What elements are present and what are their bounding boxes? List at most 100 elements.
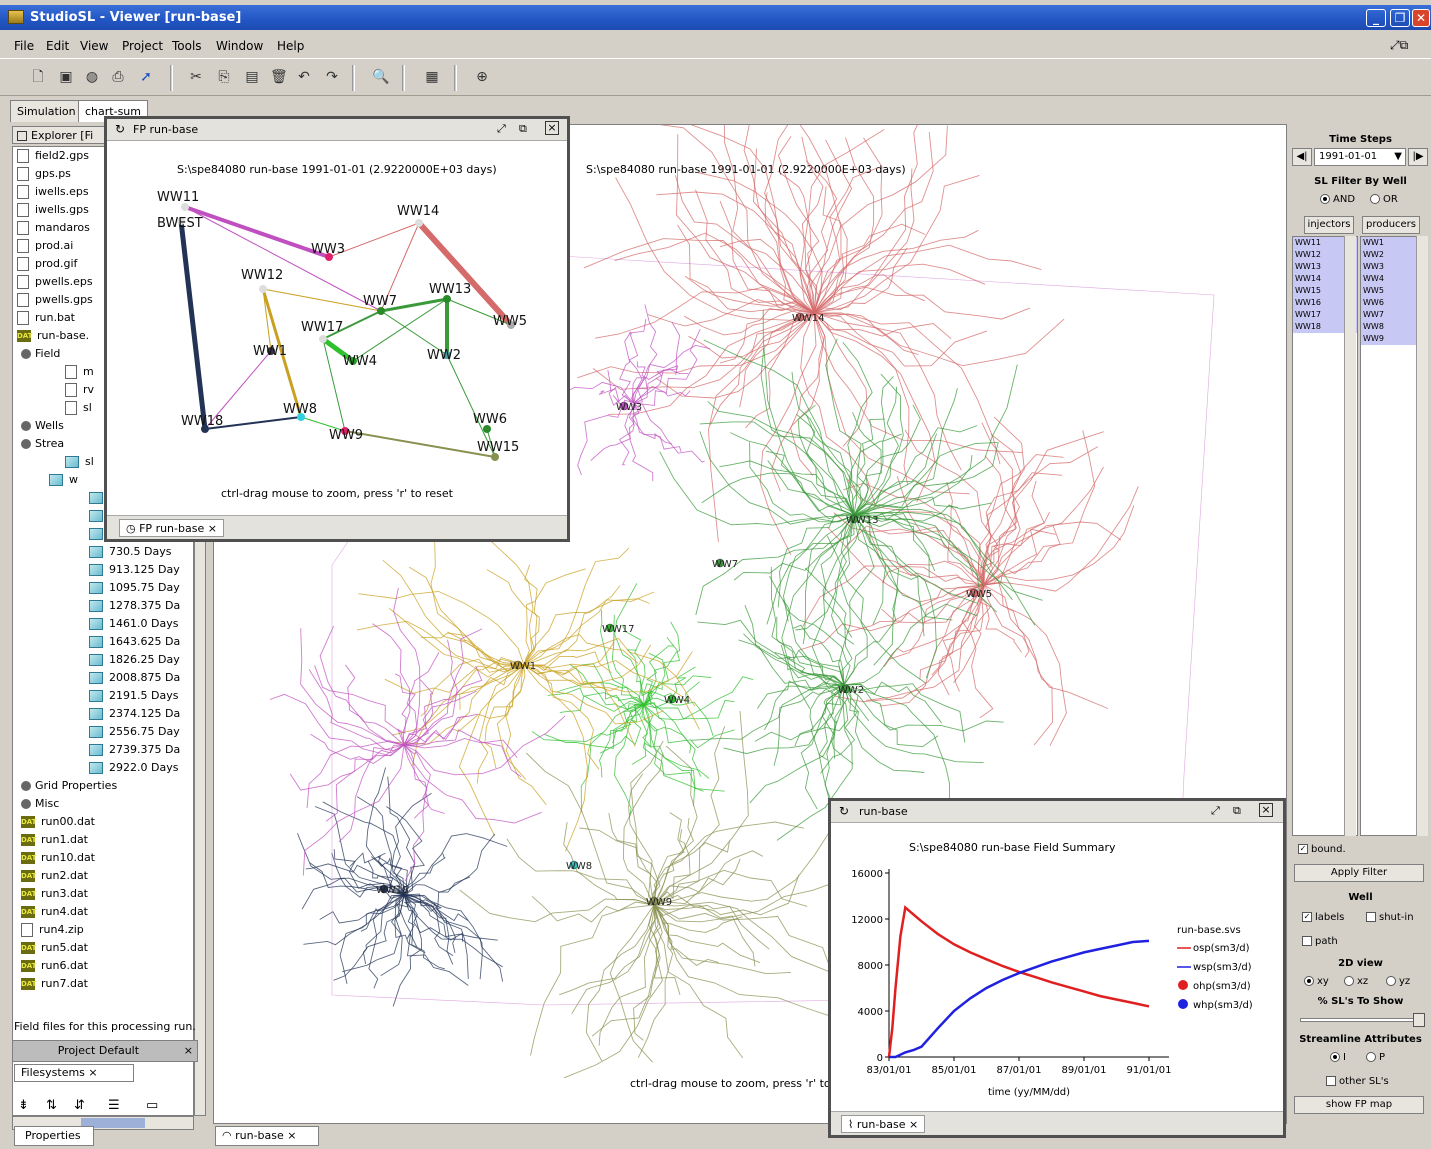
menu-file[interactable]: File [14, 39, 35, 53]
well-marker[interactable] [795, 312, 805, 322]
prev-step-button[interactable]: ◀| [1292, 148, 1312, 166]
tab-properties[interactable]: Properties [14, 1126, 94, 1146]
well-marker[interactable] [569, 860, 579, 870]
save-icon[interactable]: ▣ [59, 69, 73, 85]
well-list-item[interactable]: WW11 [1293, 237, 1357, 249]
well-marker[interactable] [969, 588, 979, 598]
new-icon[interactable]: 🗋 [32, 69, 44, 85]
fp-well-marker[interactable] [415, 219, 423, 227]
close-icon[interactable]: × [909, 1118, 919, 1131]
restore-panels-icon[interactable]: ⤢⧉ [1390, 38, 1409, 52]
well-marker[interactable] [667, 694, 677, 704]
tab-summary-run-base[interactable]: ⌇ run-base × [841, 1115, 926, 1133]
tree-item[interactable]: sl [65, 401, 92, 419]
time-step-select[interactable]: 1991-01-01 ▼ [1314, 148, 1406, 166]
tree-item[interactable]: DAT run00.dat [21, 815, 95, 833]
tree-item[interactable]: 2008.875 Da [89, 671, 180, 689]
tree-item[interactable]: 2374.125 Da [89, 707, 180, 725]
fp-window-titlebar[interactable]: ↻ FP run-base ⤢ ⧉ × [107, 119, 567, 141]
tree-item[interactable]: Strea [21, 437, 64, 455]
labels-checkbox[interactable]: ✓ labels [1302, 912, 1345, 923]
print-icon[interactable]: ⎙ [112, 69, 124, 85]
well-marker[interactable] [605, 623, 615, 633]
tree-item[interactable]: DAT run3.dat [21, 887, 88, 905]
maximize-button[interactable]: ❐ [1390, 9, 1410, 27]
xz-radio[interactable]: xz [1344, 976, 1368, 987]
tree-item[interactable]: iwells.eps [17, 185, 89, 203]
shut-in-checkbox[interactable]: shut-in [1366, 912, 1414, 923]
bound-checkbox[interactable]: ✓ bound. [1298, 844, 1346, 855]
tree-item[interactable]: pwells.gps [17, 293, 93, 311]
undock-icon[interactable]: ⤢ [1211, 804, 1220, 817]
menu-edit[interactable]: Edit [46, 39, 70, 53]
undo-icon[interactable]: ↶ [298, 69, 310, 85]
tree-item[interactable]: pwells.eps [17, 275, 93, 293]
well-list-item[interactable]: WW13 [1293, 261, 1357, 273]
show-fp-map-button[interactable]: show FP map [1294, 1096, 1424, 1114]
well-marker[interactable] [715, 558, 725, 568]
tree-item[interactable]: field2.gps [17, 149, 89, 167]
close-icon[interactable]: × [545, 121, 559, 135]
fp-well-marker[interactable] [491, 453, 499, 461]
fp-well-marker[interactable] [201, 425, 209, 433]
summary-window-titlebar[interactable]: ↻ run-base ⤢ ⧉ × [831, 801, 1283, 823]
fp-well-marker[interactable] [341, 427, 349, 435]
well-list-item[interactable]: WW16 [1293, 297, 1357, 309]
fp-well-marker[interactable] [483, 425, 491, 433]
tree-item[interactable] [89, 527, 109, 545]
well-marker[interactable] [849, 514, 859, 524]
p-radio[interactable]: P [1366, 1052, 1385, 1063]
tree-item[interactable]: 2191.5 Days [89, 689, 178, 707]
delete-icon[interactable]: 🗑 [270, 69, 288, 85]
well-list-item[interactable]: WW1 [1361, 237, 1417, 249]
tree-item[interactable]: 2556.75 Day [89, 725, 180, 743]
tree-item[interactable]: 1095.75 Day [89, 581, 180, 599]
tree-item[interactable]: sl [65, 455, 94, 473]
fp-well-marker[interactable] [259, 285, 267, 293]
tree-item[interactable]: DAT run2.dat [21, 869, 88, 887]
tree-item[interactable]: Misc [21, 797, 59, 815]
producer-well-list[interactable]: WW1 WW2 WW3 WW4 WW5 WW6 WW7 WW8 WW9 [1360, 236, 1418, 836]
fp-well-marker[interactable] [349, 357, 357, 365]
apply-filter-button[interactable]: Apply Filter [1294, 864, 1424, 882]
sort-type-icon[interactable]: ⇵ [74, 1098, 85, 1113]
filter-icon[interactable]: ☰ [108, 1098, 120, 1113]
fp-well-marker[interactable] [177, 217, 185, 225]
fp-well-marker[interactable] [443, 351, 451, 359]
paste-icon[interactable]: ▤ [245, 69, 259, 85]
fp-map-canvas[interactable]: WW11 BWEST WW14 WW3 WW12 WW7 WW13 WW5 WW17 WW1 WW4… [107, 179, 567, 479]
menu-project[interactable]: Project [122, 39, 164, 53]
next-step-button[interactable]: |▶ [1408, 148, 1428, 166]
tree-item[interactable]: Wells [21, 419, 64, 437]
tree-item[interactable]: 2739.375 Da [89, 743, 180, 761]
redo-icon[interactable]: ↷ [326, 69, 338, 85]
tree-item[interactable]: 1461.0 Days [89, 617, 178, 635]
maximize-icon[interactable]: ⧉ [1233, 804, 1241, 817]
explorer-header[interactable]: Explorer [Fi [12, 126, 108, 144]
close-icon[interactable]: × [287, 1129, 297, 1142]
well-marker[interactable] [841, 684, 851, 694]
well-list-item[interactable]: WW7 [1361, 309, 1417, 321]
minimize-button[interactable]: _ [1366, 9, 1386, 27]
tree-item[interactable]: Grid Properties [21, 779, 117, 797]
tree-item[interactable]: w [49, 473, 78, 491]
producers-button[interactable]: producers [1362, 216, 1420, 234]
save-all-icon[interactable]: ◍ [85, 69, 99, 85]
close-icon[interactable]: × [1259, 803, 1273, 817]
slider-handle[interactable] [1413, 1013, 1425, 1027]
well-marker[interactable] [379, 884, 389, 894]
run-icon[interactable]: ➚ [140, 69, 152, 85]
cut-icon[interactable]: ✂ [190, 69, 202, 85]
undock-icon[interactable]: ⤢ [497, 122, 506, 135]
streamline-canvas[interactable]: WW14 WW3 WW13 WW7 WW5 WW17 WW1 WW4 WW2 WW18 WW8 WW9 [214, 125, 1288, 1125]
tree-item[interactable]: DAT run7.dat [21, 977, 88, 995]
well-list-item[interactable]: WW14 [1293, 273, 1357, 285]
tree-item[interactable]: 1278.375 Da [89, 599, 180, 617]
tree-item[interactable]: Field [21, 347, 60, 365]
tree-item[interactable]: m [65, 365, 94, 383]
tab-project-default[interactable]: Project Default × [12, 1040, 198, 1062]
well-list-item[interactable]: WW3 [1361, 261, 1417, 273]
other-sls-checkbox[interactable]: other SL's [1326, 1076, 1389, 1087]
well-marker[interactable] [513, 660, 523, 670]
well-list-item[interactable]: WW18 [1293, 321, 1357, 333]
